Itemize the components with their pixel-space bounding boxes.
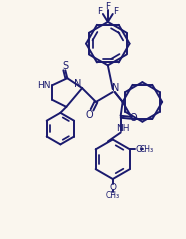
Text: S: S: [62, 61, 68, 71]
Text: O: O: [130, 113, 137, 123]
Text: F: F: [113, 6, 118, 16]
Text: NH: NH: [116, 124, 129, 133]
Text: N: N: [112, 83, 119, 93]
Text: F: F: [105, 2, 110, 11]
Text: N: N: [74, 79, 82, 89]
Text: F: F: [97, 6, 102, 16]
Text: CH₃: CH₃: [106, 191, 120, 200]
Text: O: O: [109, 183, 116, 192]
Text: O: O: [85, 110, 93, 120]
Text: HN: HN: [37, 81, 50, 90]
Text: CH₃: CH₃: [140, 145, 154, 154]
Text: O: O: [135, 145, 142, 154]
